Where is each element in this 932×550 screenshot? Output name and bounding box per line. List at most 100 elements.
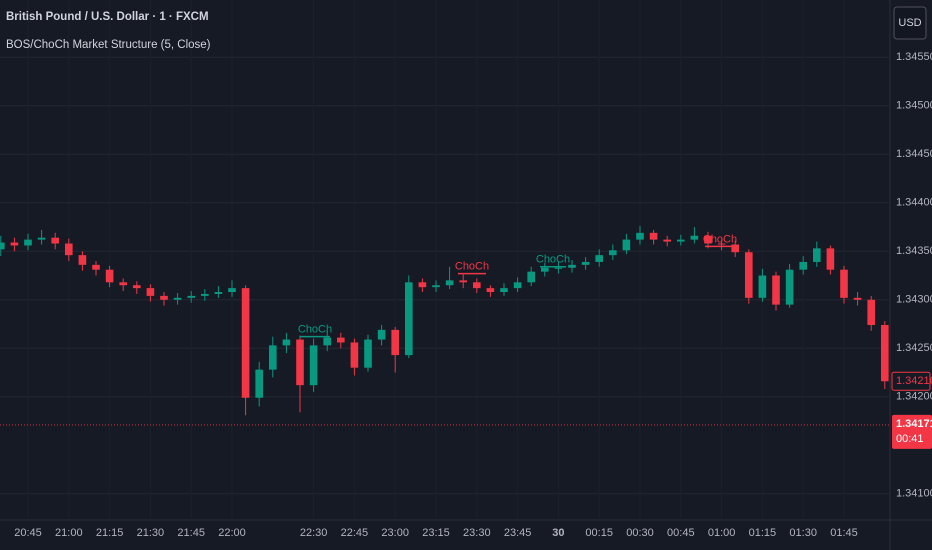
candle-body xyxy=(636,232,644,240)
x-tick-label: 23:00 xyxy=(381,527,409,539)
x-tick-label: 22:45 xyxy=(341,527,369,539)
indicator-title: BOS/ChoCh Market Structure (5, Close) xyxy=(6,39,211,51)
candle-body xyxy=(78,255,87,265)
y-tick-label: 1.34300 xyxy=(896,294,932,306)
candle-body xyxy=(867,299,876,325)
choch-label: ChoCh xyxy=(536,254,570,266)
x-tick-label: 23:45 xyxy=(504,527,532,539)
candle-body xyxy=(459,280,468,283)
candle-body xyxy=(540,267,549,272)
candle-body xyxy=(799,261,808,270)
x-tick-label: 01:45 xyxy=(830,527,858,539)
candle-body xyxy=(404,282,413,356)
candle-body xyxy=(255,369,264,398)
candle-body xyxy=(282,339,291,346)
y-tick-label: 1.34350 xyxy=(896,245,932,257)
candle-body xyxy=(826,248,835,270)
candle-body xyxy=(92,264,100,270)
candle-body xyxy=(377,329,386,340)
x-tick-label: 23:30 xyxy=(463,527,491,539)
candle-body xyxy=(214,292,223,294)
price-marker-box xyxy=(892,414,932,449)
candle-body xyxy=(187,295,196,298)
y-tick-label: 1.34550 xyxy=(896,51,932,63)
candle-body xyxy=(445,280,454,286)
candle-body xyxy=(676,239,685,242)
x-tick-label: 01:30 xyxy=(789,527,817,539)
x-tick-label: 21:45 xyxy=(177,527,205,539)
candle-body xyxy=(690,235,699,240)
candle-body xyxy=(37,237,46,240)
last-price-label: 1.34216 xyxy=(896,375,932,387)
candle-body xyxy=(880,325,889,382)
choch-label: ChoCh xyxy=(703,233,737,245)
candle-body xyxy=(772,275,780,305)
candle-body xyxy=(350,342,359,368)
price-marker-label: 1.34171 xyxy=(896,418,932,430)
x-tick-label: 01:15 xyxy=(749,527,777,539)
candle-body xyxy=(744,252,753,298)
candle-body xyxy=(10,242,19,246)
candle-body xyxy=(758,275,767,298)
candle-body xyxy=(840,269,848,298)
candle-body xyxy=(24,239,32,246)
candle-body xyxy=(146,288,155,296)
x-tick-label: 00:45 xyxy=(667,527,695,539)
candle-body xyxy=(853,297,862,300)
candle-body xyxy=(486,288,495,293)
candle-body xyxy=(717,243,726,245)
candle-body xyxy=(173,297,182,300)
candle-body xyxy=(119,282,128,286)
candle-body xyxy=(418,282,427,288)
candle-body xyxy=(228,288,236,293)
candle-body xyxy=(364,339,372,368)
candle-body xyxy=(0,242,5,250)
last-price-box xyxy=(891,371,931,391)
y-tick-label: 1.34200 xyxy=(896,391,932,403)
candle-body xyxy=(513,282,522,289)
candle-body xyxy=(527,271,536,283)
candle-body xyxy=(309,345,318,386)
choch-label: ChoCh xyxy=(298,324,332,336)
x-tick-label: 00:30 xyxy=(626,527,654,539)
candle-body xyxy=(581,261,590,265)
candle-body xyxy=(323,337,332,346)
candle-body xyxy=(132,285,141,289)
countdown-label: 00:41 xyxy=(896,433,924,445)
candle-body xyxy=(105,269,114,283)
candle-body xyxy=(51,237,60,244)
candle-body xyxy=(64,243,73,256)
candle-body xyxy=(622,239,631,251)
candle-body xyxy=(472,282,481,289)
candle-body xyxy=(500,288,508,293)
y-tick-label: 1.34100 xyxy=(896,488,932,500)
candle-body xyxy=(785,269,794,305)
candle-body xyxy=(649,232,658,240)
x-tick-label: 20:45 xyxy=(14,527,42,539)
candle-body xyxy=(568,264,576,268)
y-tick-label: 1.34250 xyxy=(896,342,932,354)
x-tick-label: 00:15 xyxy=(585,527,613,539)
candle-body xyxy=(241,288,250,398)
x-tick-label: 22:30 xyxy=(300,527,328,539)
x-tick-label: 01:00 xyxy=(708,527,736,539)
candle-body xyxy=(391,329,400,356)
candle-body xyxy=(200,293,209,296)
currency-button-label[interactable]: USD xyxy=(898,17,921,29)
candle-body xyxy=(336,337,345,343)
x-tick-label: 22:00 xyxy=(218,527,246,539)
candle-body xyxy=(731,244,740,253)
candle-body xyxy=(554,267,563,269)
candle-body xyxy=(812,248,821,262)
candle-body xyxy=(296,339,304,386)
y-tick-label: 1.34400 xyxy=(896,197,932,209)
currency-button[interactable] xyxy=(893,6,927,40)
candle-body xyxy=(160,295,168,300)
x-tick-label: 21:00 xyxy=(55,527,83,539)
candle-body xyxy=(432,285,440,288)
symbol-title: British Pound / U.S. Dollar · 1 · FXCM xyxy=(6,11,209,23)
candle-body xyxy=(268,345,277,370)
candle-body xyxy=(663,239,672,242)
